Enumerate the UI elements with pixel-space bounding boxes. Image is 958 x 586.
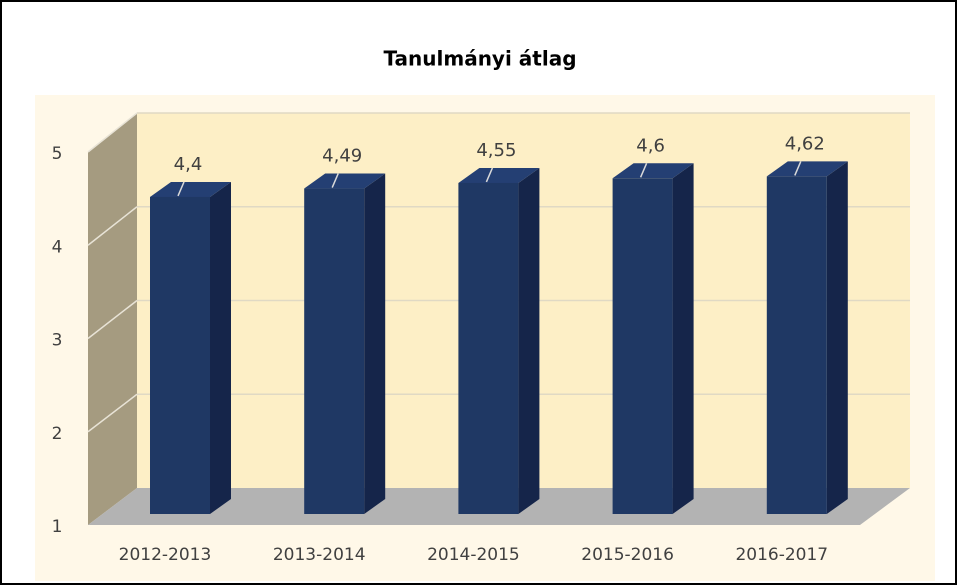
bar bbox=[304, 188, 365, 514]
y-tick-label: 2 bbox=[52, 424, 63, 444]
label-leader bbox=[331, 173, 339, 188]
chart-title: Tanulmányi átlag bbox=[383, 47, 576, 71]
bar-top bbox=[150, 181, 231, 197]
bar bbox=[612, 178, 673, 515]
grid-line bbox=[87, 206, 138, 246]
x-tick-label: 2014-2015 bbox=[427, 545, 520, 565]
x-tick-label: 2015-2016 bbox=[581, 545, 674, 565]
bar-top bbox=[612, 163, 694, 179]
bar-side bbox=[672, 163, 694, 515]
y-tick-label: 5 bbox=[52, 144, 63, 164]
label-leader bbox=[639, 163, 648, 178]
grid-line bbox=[87, 299, 138, 340]
bar-top bbox=[304, 173, 386, 189]
bar-side bbox=[518, 167, 540, 514]
y-tick-label: 3 bbox=[52, 331, 63, 351]
label-leader bbox=[485, 167, 494, 183]
bar-side bbox=[210, 181, 231, 514]
y-tick-label: 4 bbox=[52, 237, 63, 257]
label-leader bbox=[794, 161, 802, 176]
value-label: 4,62 bbox=[785, 133, 825, 154]
bar bbox=[766, 176, 827, 514]
x-tick-label: 2012-2013 bbox=[119, 545, 212, 565]
bar bbox=[150, 196, 210, 514]
bar-top bbox=[766, 161, 848, 177]
grid-line bbox=[87, 393, 138, 433]
value-label: 4,49 bbox=[322, 146, 362, 167]
x-tick-label: 2016-2017 bbox=[735, 545, 828, 565]
y-tick-label: 1 bbox=[52, 517, 63, 537]
label-leader bbox=[177, 181, 185, 197]
bar-side bbox=[364, 173, 386, 514]
value-label: 4,4 bbox=[174, 154, 203, 175]
value-label: 4,55 bbox=[476, 140, 516, 161]
value-label: 4,6 bbox=[636, 135, 665, 156]
bar-side bbox=[826, 161, 848, 514]
grid-line bbox=[87, 112, 138, 153]
x-tick-label: 2013-2014 bbox=[273, 545, 366, 565]
bar-top bbox=[458, 167, 540, 183]
bar bbox=[458, 182, 519, 514]
